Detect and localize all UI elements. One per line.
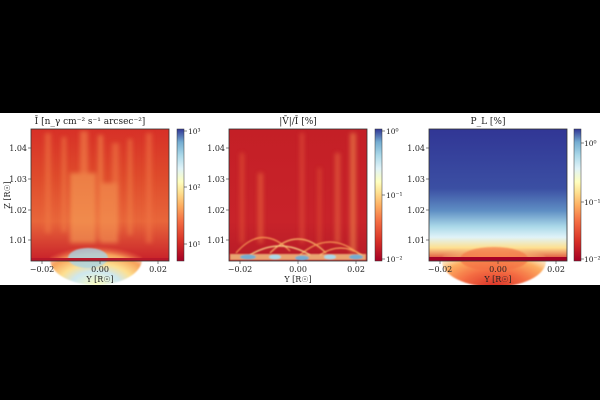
x-tick-label: 0.02 (347, 265, 365, 274)
panel-title: |V̄|/Ī [%] (279, 115, 317, 127)
linear-polarization-map (429, 129, 567, 287)
y-tick-label: 1.01 (207, 236, 225, 245)
x-tick-label: 0.02 (547, 265, 565, 274)
y-tick-label: 1.01 (407, 236, 425, 245)
x-tick-label: 0.00 (289, 265, 307, 274)
x-tick-label: 0.02 (149, 265, 167, 274)
x-tick-label: −0.02 (228, 265, 253, 274)
colorbar-tick-label: 10¹ (188, 240, 201, 249)
x-axis-label: Y [R☉] (85, 275, 113, 284)
polarization-map (229, 129, 367, 261)
panel-title: P_L [%] (471, 117, 506, 127)
colorbar-tick-label: 10³ (188, 127, 201, 136)
y-tick-label: 1.03 (407, 175, 425, 184)
colorbar: 10⁰ 10⁻¹ 10⁻² (573, 128, 600, 264)
y-tick-label: 1.01 (9, 236, 27, 245)
y-tick-label: 1.04 (207, 144, 225, 153)
y-tick-label: 1.04 (407, 144, 425, 153)
colorbar-tick-label: 10⁻¹ (584, 198, 600, 207)
y-axis-label: Z [R☉] (3, 181, 12, 209)
panel-title: Ī [n_γ cm⁻² s⁻¹ arcsec⁻²] (35, 115, 146, 127)
colorbar-tick-label: 10⁰ (584, 139, 597, 148)
colorbar-tick-label: 10² (188, 183, 201, 192)
panel-intensity: Ī [n_γ cm⁻² s⁻¹ arcsec⁻²] 1.04 (3, 115, 201, 285)
panel-linear-polarization: P_L [%] 1.04 1.03 1.02 1.01 −0.02 0.00 0… (407, 117, 600, 287)
y-tick-label: 1.04 (9, 144, 27, 153)
x-tick-label: 0.00 (489, 265, 507, 274)
panel-circular-polarization: |V̄|/Ī [%] (207, 115, 402, 284)
x-tick-label: 0.00 (91, 265, 109, 274)
x-axis-label: Y [R☉] (483, 275, 511, 284)
y-tick-label: 1.03 (207, 175, 225, 184)
colorbar: 10³ 10² 10¹ (176, 127, 201, 262)
x-axis-label: Y [R☉] (283, 275, 311, 284)
y-tick-label: 1.03 (9, 175, 27, 184)
colorbar-tick-label: 10⁰ (386, 127, 399, 136)
colorbar-tick-label: 10⁻² (584, 255, 600, 264)
x-tick-label: −0.02 (30, 265, 55, 274)
figure: Ī [n_γ cm⁻² s⁻¹ arcsec⁻²] 1.04 (0, 113, 600, 287)
intensity-map (31, 129, 169, 285)
x-tick-label: −0.02 (428, 265, 453, 274)
y-tick-label: 1.02 (407, 206, 425, 215)
y-tick-label: 1.02 (207, 206, 225, 215)
colorbar: 10⁰ 10⁻¹ 10⁻² (374, 127, 403, 264)
colorbar-tick-label: 10⁻² (386, 255, 403, 264)
y-tick-label: 1.02 (9, 206, 27, 215)
colorbar-tick-label: 10⁻¹ (386, 191, 403, 200)
